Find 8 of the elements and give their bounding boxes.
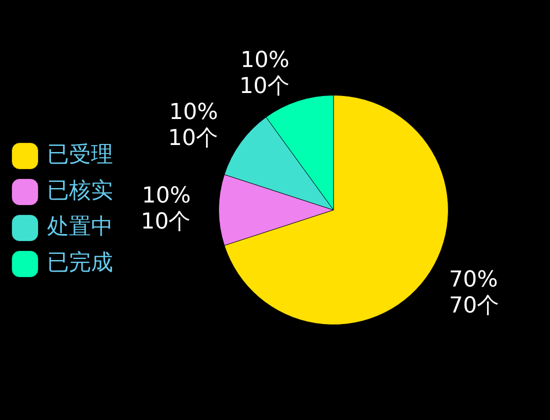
data-label: 10% 10个 [140,184,191,235]
legend-label: 已受理 [47,142,113,168]
legend-label: 已核实 [47,178,113,204]
data-label: 70% 70个 [448,268,499,319]
legend-label: 已完成 [47,250,113,276]
data-label: 10% 10个 [239,48,290,99]
data-label: 10% 10个 [168,100,218,151]
legend-label: 处置中 [47,214,113,240]
